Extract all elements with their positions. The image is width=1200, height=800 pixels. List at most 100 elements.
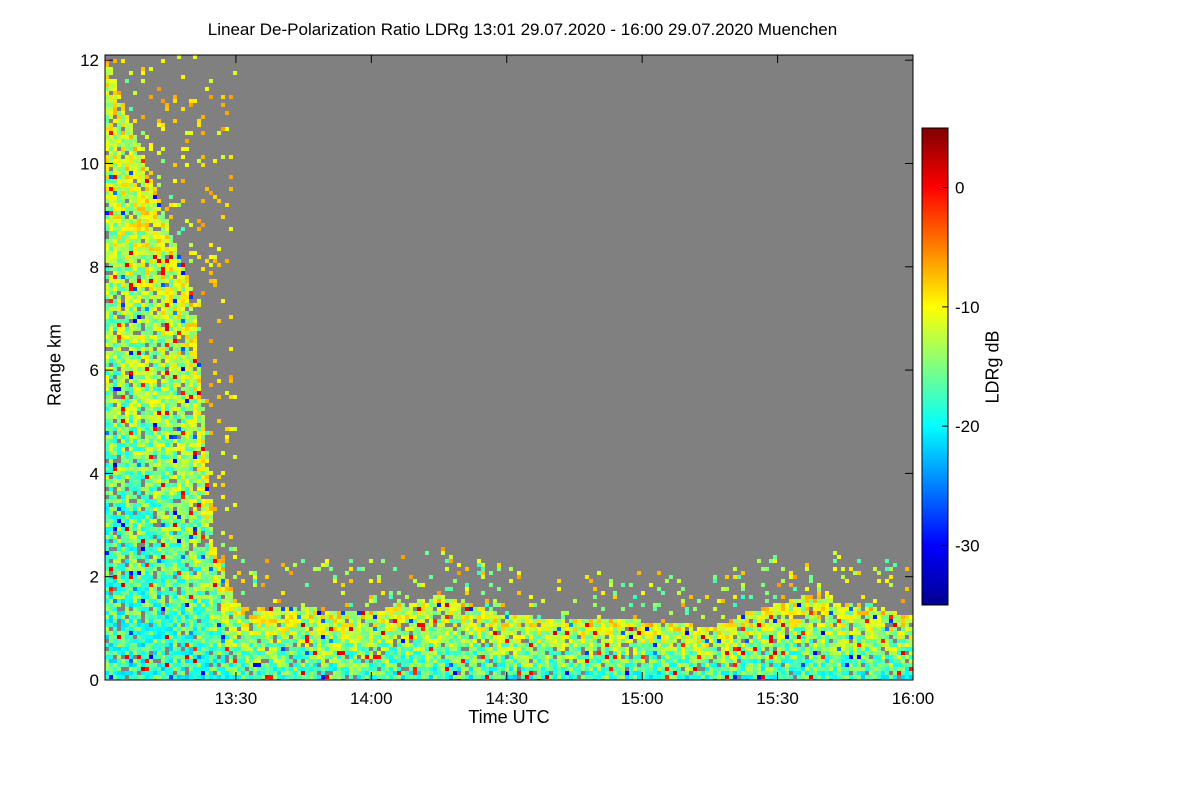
heatmap-cell	[501, 647, 505, 651]
heatmap-cell	[241, 591, 245, 595]
heatmap-cell	[221, 483, 225, 487]
heatmap-cell	[189, 459, 193, 463]
heatmap-cell	[161, 423, 165, 427]
heatmap-cell	[609, 623, 613, 627]
heatmap-cell	[141, 355, 145, 359]
heatmap-cell	[161, 531, 165, 535]
heatmap-cell	[113, 591, 117, 595]
heatmap-cell	[121, 431, 125, 435]
heatmap-cell	[617, 655, 621, 659]
heatmap-cell	[125, 483, 129, 487]
heatmap-cell	[461, 643, 465, 647]
heatmap-cell	[149, 183, 153, 187]
heatmap-cell	[305, 627, 309, 631]
heatmap-cell	[301, 651, 305, 655]
heatmap-cell	[197, 659, 201, 663]
heatmap-cell	[105, 671, 109, 675]
heatmap-cell	[169, 599, 173, 603]
heatmap-cell	[133, 567, 137, 571]
heatmap-cell	[157, 571, 161, 575]
heatmap-cell	[197, 471, 201, 475]
heatmap-cell	[473, 631, 477, 635]
heatmap-cell	[141, 423, 145, 427]
heatmap-cell	[585, 651, 589, 655]
heatmap-cell	[105, 71, 109, 75]
heatmap-cell	[433, 599, 437, 603]
heatmap-cell	[225, 599, 229, 603]
heatmap-cell	[437, 595, 441, 599]
heatmap-cell	[133, 643, 137, 647]
heatmap-cell	[145, 583, 149, 587]
heatmap-cell	[173, 667, 177, 671]
heatmap-cell	[629, 663, 633, 667]
heatmap-cell	[473, 615, 477, 619]
heatmap-cell	[141, 583, 145, 587]
heatmap-cell	[165, 491, 169, 495]
heatmap-cell	[505, 651, 509, 655]
heatmap-cell	[153, 387, 157, 391]
heatmap-cell	[121, 611, 125, 615]
heatmap-cell	[109, 79, 113, 83]
heatmap-cell	[117, 571, 121, 575]
heatmap-cell	[401, 663, 405, 667]
heatmap-cell	[329, 615, 333, 619]
heatmap-cell	[113, 535, 117, 539]
heatmap-cell	[185, 487, 189, 491]
heatmap-cell	[333, 651, 337, 655]
heatmap-cell	[329, 619, 333, 623]
heatmap-cell	[193, 427, 197, 431]
heatmap-cell	[117, 215, 121, 219]
heatmap-cell	[105, 599, 109, 603]
heatmap-cell	[149, 595, 153, 599]
heatmap-cell	[509, 639, 513, 643]
heatmap-cell	[161, 639, 165, 643]
heatmap-cell	[157, 531, 161, 535]
heatmap-cell	[113, 247, 117, 251]
heatmap-cell	[513, 627, 517, 631]
heatmap-cell	[149, 515, 153, 519]
heatmap-cell	[349, 619, 353, 623]
heatmap-cell	[133, 591, 137, 595]
heatmap-cell	[165, 363, 169, 367]
heatmap-cell	[165, 107, 169, 111]
heatmap-cell	[189, 643, 193, 647]
heatmap-cell	[565, 627, 569, 631]
heatmap-cell	[113, 467, 117, 471]
heatmap-cell	[513, 623, 517, 627]
heatmap-cell	[105, 67, 109, 71]
heatmap-cell	[173, 415, 177, 419]
heatmap-cell	[241, 651, 245, 655]
heatmap-cell	[157, 403, 161, 407]
heatmap-cell	[145, 431, 149, 435]
heatmap-cell	[221, 155, 225, 159]
heatmap-cell	[117, 651, 121, 655]
heatmap-cell	[137, 503, 141, 507]
heatmap-cell	[357, 615, 361, 619]
heatmap-cell	[105, 123, 109, 127]
heatmap-cell	[257, 647, 261, 651]
heatmap-cell	[397, 655, 401, 659]
heatmap-cell	[205, 535, 209, 539]
heatmap-cell	[105, 435, 109, 439]
heatmap-cell	[285, 635, 289, 639]
heatmap-cell	[225, 259, 229, 263]
heatmap-cell	[489, 611, 493, 615]
heatmap-cell	[153, 519, 157, 523]
heatmap-cell	[265, 559, 269, 563]
heatmap-cell	[589, 623, 593, 627]
heatmap-cell	[205, 451, 209, 455]
heatmap-cell	[129, 595, 133, 599]
heatmap-cell	[173, 539, 177, 543]
heatmap-cell	[125, 207, 129, 211]
heatmap-cell	[145, 419, 149, 423]
heatmap-cell	[193, 531, 197, 535]
heatmap-cell	[117, 487, 121, 491]
heatmap-cell	[149, 263, 153, 267]
heatmap-cell	[105, 63, 109, 67]
heatmap-cell	[453, 655, 457, 659]
heatmap-cell	[477, 671, 481, 675]
heatmap-cell	[389, 659, 393, 663]
heatmap-cell	[357, 675, 361, 679]
heatmap-cell	[185, 491, 189, 495]
heatmap-cell	[201, 451, 205, 455]
